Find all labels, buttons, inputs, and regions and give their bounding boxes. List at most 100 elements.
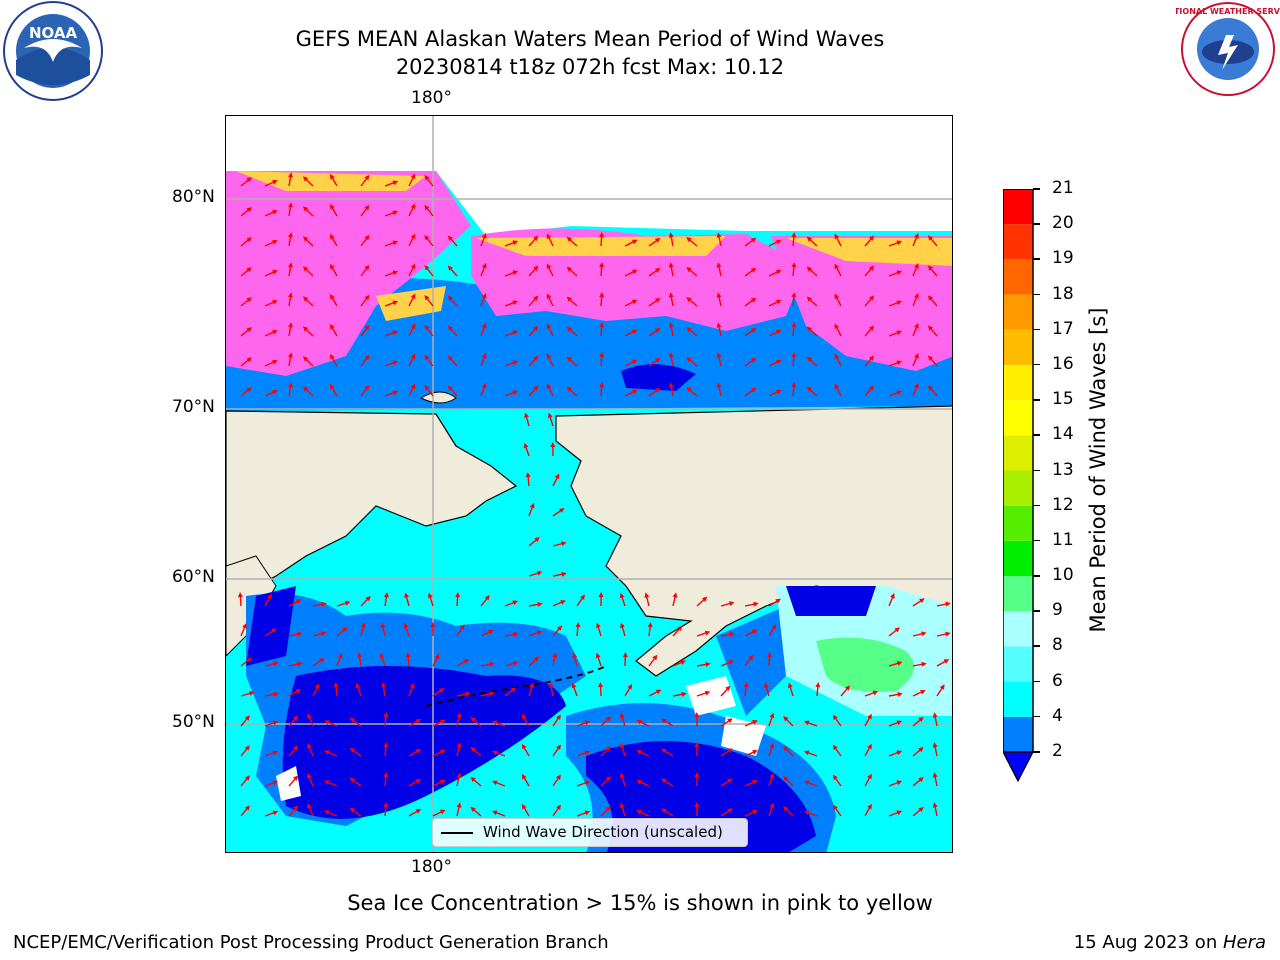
- wave-direction-arrowhead: [556, 714, 561, 720]
- wave-direction-arrowhead: [668, 322, 674, 328]
- wave-direction-arrowhead: [694, 742, 700, 748]
- wave-direction-arrowhead: [439, 749, 446, 755]
- wave-direction-arrowhead: [595, 622, 601, 629]
- wave-direction-arrowhead: [599, 322, 605, 328]
- wave-direction-arrowhead: [890, 593, 895, 599]
- wave-direction-arrowhead: [556, 625, 563, 631]
- wave-direction-arrowhead: [867, 743, 872, 750]
- wave-direction-arrowhead: [834, 353, 840, 360]
- sea-ice-west: [226, 171, 471, 376]
- colorbar-segment: [1003, 470, 1033, 506]
- wave-direction-arrowhead: [686, 297, 692, 303]
- wave-direction-arrowhead: [927, 325, 934, 331]
- colorbar-title: Mean Period of Wind Waves [s]: [1086, 307, 1110, 633]
- wave-direction-arrowhead: [410, 293, 416, 300]
- wave-direction-arrowhead: [546, 233, 552, 239]
- wave-direction-arrowhead: [329, 233, 335, 240]
- wave-direction-arrowhead: [766, 652, 772, 658]
- wave-direction-arrowhead: [619, 802, 625, 809]
- wave-direction-arrowhead: [896, 270, 903, 276]
- wave-direction-arrowhead: [481, 292, 487, 299]
- wave-direction-arrowhead: [896, 300, 903, 306]
- wave-direction-arrowhead: [288, 382, 293, 388]
- wave-direction-arrowhead: [302, 356, 309, 362]
- wave-direction-arrowhead: [694, 802, 700, 808]
- wave-direction-arrowhead: [329, 323, 335, 330]
- wave-direction-arrowhead: [536, 630, 543, 636]
- wave-direction-arrowhead: [896, 240, 903, 246]
- wave-direction-arrowhead: [834, 263, 840, 270]
- svg-text:NATIONAL WEATHER SERVICE: NATIONAL WEATHER SERVICE: [1176, 7, 1280, 16]
- wave-direction-arrowhead: [489, 691, 495, 697]
- wave-direction-arrowhead: [752, 810, 758, 815]
- wave-direction-arrowhead: [272, 240, 278, 245]
- wave-direction-arrowhead: [571, 682, 577, 689]
- wave-direction-arrowhead: [512, 390, 519, 396]
- wave-direction-arrowhead: [314, 683, 320, 690]
- wave-direction-arrowhead: [533, 265, 539, 271]
- wave-direction-arrowhead: [333, 682, 339, 688]
- wave-direction-arrowhead: [383, 712, 389, 718]
- wave-direction-arrowhead: [868, 385, 875, 391]
- colorbar-segment: [1003, 294, 1033, 330]
- colorbar-tick-mark: [1033, 539, 1040, 542]
- wave-direction-arrowhead: [447, 235, 453, 241]
- wave-direction-arrowhead: [727, 718, 733, 724]
- wave-direction-arrowhead: [273, 691, 279, 697]
- wave-direction-arrowhead: [896, 360, 903, 366]
- wave-direction-arrowhead: [605, 776, 611, 782]
- wave-direction-arrowhead: [456, 802, 462, 808]
- wave-direction-arrowhead: [272, 810, 279, 816]
- wave-direction-arrowhead: [868, 295, 875, 301]
- wave-direction-arrowhead: [652, 654, 658, 661]
- wave-direction-arrowhead: [834, 323, 840, 330]
- colorbar-tick-label: 12: [1052, 494, 1074, 515]
- wave-direction-arrowhead: [244, 805, 250, 811]
- wave-direction-arrowhead: [410, 233, 416, 240]
- wave-direction-arrowhead: [694, 712, 700, 718]
- wave-direction-arrowhead: [868, 355, 875, 361]
- wave-direction-arrowhead: [783, 746, 789, 752]
- wave-direction-arrowhead: [246, 177, 252, 183]
- wave-direction-arrowhead: [491, 780, 498, 786]
- wave-direction-arrowhead: [456, 772, 462, 778]
- colorbar-segment: [1003, 646, 1033, 682]
- wave-direction-arrowhead: [716, 262, 722, 268]
- wave-direction-arrowhead: [927, 295, 934, 301]
- wave-direction-arrowhead: [806, 386, 813, 392]
- wave-direction-arrowhead: [489, 661, 495, 667]
- graticule: [226, 116, 952, 852]
- wave-direction-arrowhead: [307, 743, 312, 749]
- wave-direction-arrowhead: [791, 292, 797, 298]
- colorbar-extend-min: [1003, 751, 1034, 783]
- colorbar-tick-mark: [1033, 469, 1040, 471]
- wave-direction-arrowhead: [244, 715, 250, 721]
- wave-direction-arrowhead: [410, 353, 416, 360]
- wave-direction-arrowhead: [914, 293, 919, 299]
- wave-direction-arrowhead: [705, 661, 711, 667]
- wave-direction-arrowhead: [295, 599, 302, 604]
- colorbar-segment: [1003, 224, 1033, 260]
- wave-direction-arrowhead: [566, 386, 573, 392]
- wave-direction-arrowhead: [292, 775, 299, 781]
- wave-direction-arrowhead: [750, 267, 757, 273]
- footer-host: Hera: [1222, 932, 1266, 953]
- colorbar-tick-label: 2: [1052, 741, 1063, 761]
- wave-direction-arrowhead: [533, 355, 539, 361]
- wave-direction-arrowhead: [512, 300, 519, 306]
- wave-direction-arrowhead: [439, 779, 446, 785]
- wave-direction-arrowhead: [246, 387, 252, 393]
- wave-direction-arrowhead: [631, 329, 638, 335]
- wave-direction-arrowhead: [324, 780, 330, 785]
- wave-direction-arrowhead: [410, 263, 416, 270]
- wave-direction-arrowhead: [914, 323, 919, 329]
- colorbar-tick-mark: [1033, 399, 1040, 401]
- wave-direction-arrowhead: [513, 631, 519, 637]
- wave-direction-arrowhead: [470, 776, 476, 782]
- wave-direction-arrowhead: [512, 270, 519, 276]
- wave-direction-arrowhead: [619, 742, 625, 749]
- wave-direction-arrowhead: [521, 713, 527, 720]
- colorbar-tick-label: 11: [1052, 529, 1074, 550]
- wave-direction-arrowhead: [921, 631, 927, 637]
- wave-direction-arrowhead: [775, 598, 781, 604]
